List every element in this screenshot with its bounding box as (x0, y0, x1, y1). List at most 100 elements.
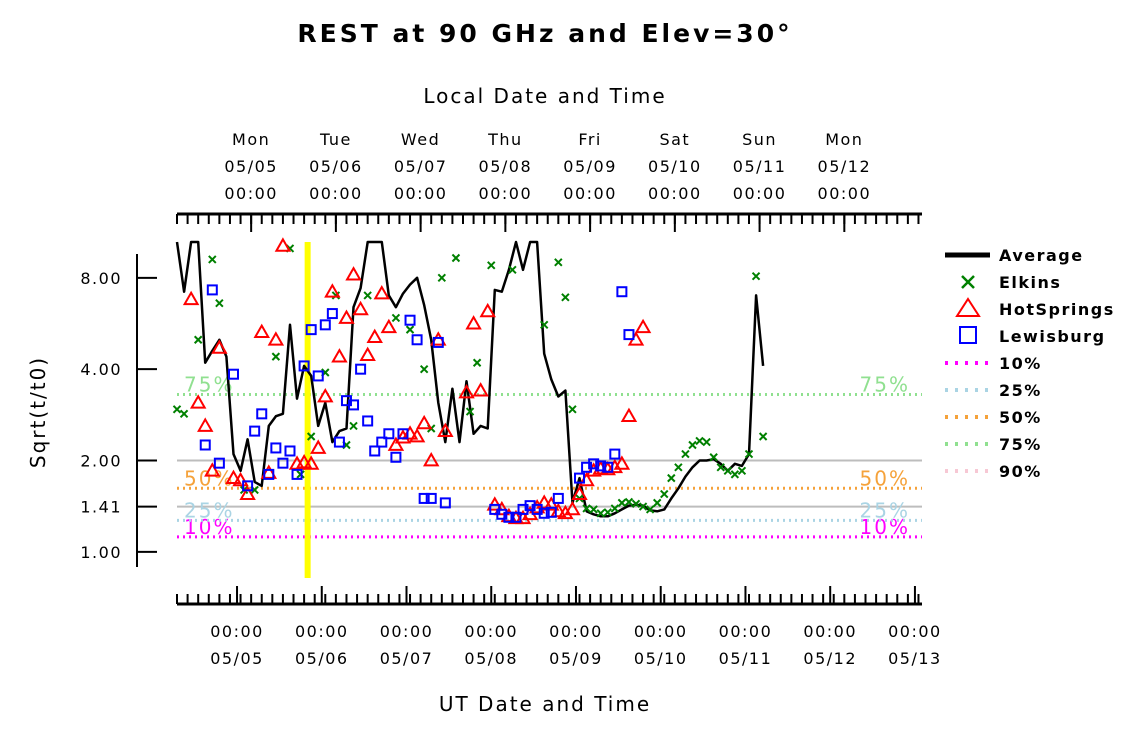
ut-tick-date: 05/10 (634, 649, 688, 668)
elkins-point (610, 504, 620, 513)
ut-tick-time: 00:00 (719, 622, 773, 641)
lewisburg-point (227, 368, 239, 380)
hotsprings-point (394, 429, 412, 444)
elkins-point (391, 313, 401, 323)
local-tick-day: Tue (319, 130, 352, 149)
legend-swatch-lewisburg (959, 326, 977, 344)
hotsprings-point (338, 309, 355, 324)
hotsprings-point (359, 346, 376, 361)
elkins-point (363, 291, 372, 300)
ut-tick-time: 00:00 (210, 622, 264, 641)
elkins-point (349, 421, 358, 431)
lewisburg-point (256, 408, 268, 420)
legend-label: 25% (999, 381, 1042, 400)
top-axis-label: Local Date and Time (423, 84, 666, 108)
lewisburg-point (588, 458, 600, 470)
lewisburg-point (270, 442, 282, 454)
elkins-point (751, 271, 761, 281)
legend-label: 50% (999, 408, 1042, 427)
ut-tick-date: 05/12 (803, 649, 857, 668)
elkins-point (688, 440, 697, 450)
hotsprings-point (211, 339, 228, 354)
local-tick-date: 05/10 (648, 157, 702, 176)
lewisburg-point (249, 425, 261, 437)
lewisburg-point (348, 399, 360, 411)
elkins-point (603, 508, 612, 517)
hotsprings-point (260, 464, 278, 479)
hotsprings-point (571, 485, 588, 500)
y-tick-label: 8.00 (80, 269, 122, 288)
ut-tick-time: 00:00 (295, 622, 349, 641)
local-tick-clock: 00:00 (479, 184, 533, 203)
elkins-point (596, 509, 605, 518)
hotsprings-point (479, 302, 496, 318)
elkins-point (723, 466, 733, 475)
elkins-point (582, 504, 591, 513)
percentile-label-right: 75% (860, 373, 910, 397)
elkins-point (487, 261, 496, 270)
elkins-point (645, 505, 655, 514)
x-axis-label: UT Date and Time (439, 692, 651, 716)
y-tick-label: 1.00 (80, 543, 122, 562)
lewisburg-point (602, 461, 614, 473)
ut-tick-time: 00:00 (634, 622, 688, 641)
hotsprings-point (267, 331, 285, 346)
elkins-point (271, 352, 281, 361)
percentile-label-left: 75% (184, 373, 234, 397)
lewisburg-point (242, 480, 254, 492)
average-line (175, 240, 765, 518)
lewisburg-point (284, 445, 296, 457)
elkins-point (624, 497, 634, 507)
elkins-point (451, 253, 461, 263)
hotsprings-point (302, 455, 320, 470)
local-tick-clock: 00:00 (224, 184, 278, 203)
lewisburg-point (333, 436, 345, 448)
local-tick-day: Sat (659, 130, 690, 149)
hotsprings-point (430, 331, 447, 346)
elkins-point (554, 258, 563, 267)
elkins-point (539, 320, 549, 330)
hotsprings-point (197, 417, 214, 432)
lewisburg-point (213, 457, 225, 469)
hotsprings-point (634, 318, 652, 334)
lewisburg-point (439, 497, 451, 509)
elkins-point (419, 364, 429, 374)
lewisburg-point (291, 468, 303, 480)
lewisburg-point (390, 451, 402, 463)
lewisburg-point (425, 492, 437, 504)
hotsprings-point (182, 290, 200, 306)
hotsprings-point (472, 382, 489, 397)
lewisburg-point (397, 428, 409, 440)
percentile-label-left: 25% (184, 498, 234, 522)
hotsprings-point (239, 485, 256, 500)
lewisburg-point (298, 360, 310, 372)
ut-tick-time: 00:00 (803, 622, 857, 641)
local-tick-date: 05/09 (563, 157, 617, 176)
ut-tick-date: 05/05 (210, 649, 264, 668)
hotsprings-point (415, 414, 433, 430)
local-tick-day: Mon (825, 130, 863, 149)
hotsprings-point (486, 496, 503, 511)
lewisburg-point (616, 286, 628, 298)
lewisburg-point (319, 319, 331, 331)
legend-label: 10% (999, 354, 1042, 373)
lewisburg-point (432, 336, 444, 348)
y-axis-label: Sqrt(t/t0) (26, 356, 50, 468)
local-tick-day: Thu (487, 130, 523, 149)
hotsprings-point (317, 388, 334, 403)
hotsprings-point (345, 266, 362, 281)
lewisburg-point (312, 370, 324, 382)
hotsprings-point (225, 469, 242, 484)
lewisburg-point (263, 468, 275, 480)
lewisburg-point (305, 324, 317, 336)
elkins-point (568, 405, 577, 414)
hotsprings-point (331, 348, 348, 363)
lewisburg-point (623, 329, 635, 341)
legend-label: Average (999, 246, 1084, 265)
elkins-point (589, 505, 598, 514)
legend-swatch-elkins (961, 275, 975, 289)
elkins-point (709, 453, 718, 462)
lewisburg-point (376, 436, 388, 448)
elkins-point (681, 449, 690, 459)
hotsprings-point (458, 384, 475, 399)
